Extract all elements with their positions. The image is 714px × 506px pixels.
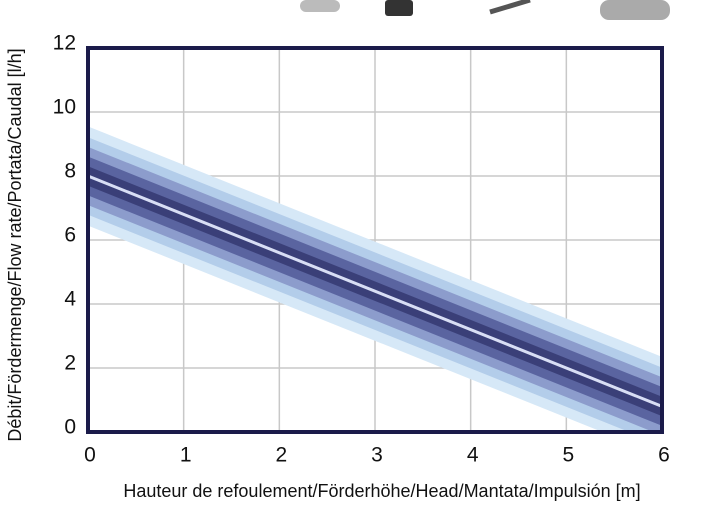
x-tick-label: 0: [84, 444, 96, 467]
x-tick-label: 4: [467, 444, 479, 467]
y-tick-label: 10: [53, 96, 76, 119]
y-tick-label: 0: [64, 416, 76, 439]
chart: Hauteur de refoulement/Förderhöhe/Head/M…: [0, 0, 714, 506]
product-images: [300, 0, 670, 20]
x-axis-label: Hauteur de refoulement/Förderhöhe/Head/M…: [123, 481, 640, 501]
x-tick-label: 1: [180, 444, 192, 467]
x-tick-label: 2: [275, 444, 287, 467]
y-tick-label: 8: [64, 160, 76, 183]
y-tick-label: 12: [53, 32, 76, 55]
y-tick-label: 6: [64, 224, 76, 247]
y-tick-label: 4: [64, 288, 76, 311]
x-tick-label: 5: [562, 444, 574, 467]
y-tick-label: 2: [64, 352, 76, 375]
x-tick-label: 3: [371, 444, 383, 467]
x-tick-label: 6: [658, 444, 670, 467]
y-axis-label: Débit/Fördermenge/Flow rate/Portata/Caud…: [5, 48, 25, 441]
